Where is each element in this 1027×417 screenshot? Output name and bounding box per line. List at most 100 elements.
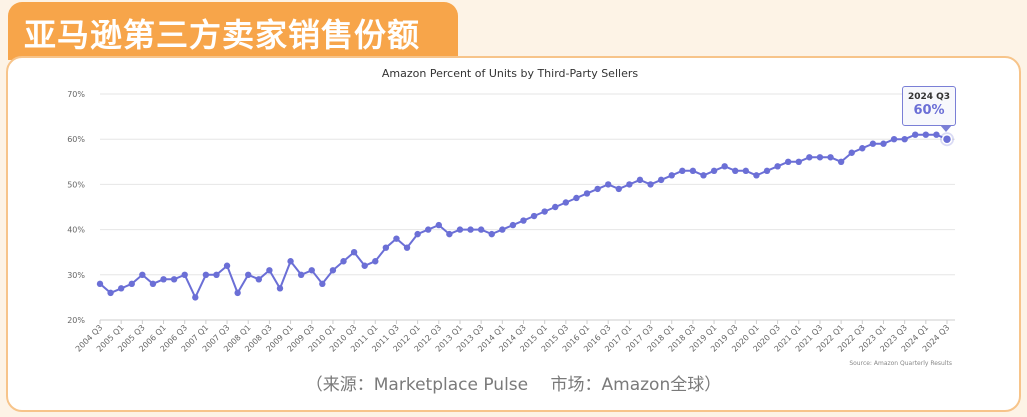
data-point[interactable] bbox=[245, 271, 252, 278]
data-point[interactable] bbox=[107, 289, 114, 297]
data-point[interactable] bbox=[96, 280, 104, 288]
data-point[interactable] bbox=[361, 262, 368, 269]
data-point[interactable] bbox=[425, 226, 432, 233]
data-point[interactable] bbox=[509, 221, 517, 229]
data-point[interactable] bbox=[297, 271, 305, 278]
data-point[interactable] bbox=[181, 271, 188, 278]
data-point[interactable] bbox=[340, 258, 347, 265]
data-point[interactable] bbox=[605, 181, 612, 188]
data-point[interactable] bbox=[594, 185, 601, 193]
data-points bbox=[96, 131, 954, 301]
data-point[interactable] bbox=[795, 158, 802, 165]
data-point[interactable] bbox=[848, 149, 855, 156]
data-point[interactable] bbox=[520, 217, 527, 224]
data-point[interactable] bbox=[721, 163, 728, 170]
tooltip-label: 2024 Q3 bbox=[907, 92, 951, 102]
y-tick-label: 30% bbox=[67, 271, 85, 280]
data-point[interactable] bbox=[922, 131, 930, 138]
data-point[interactable] bbox=[456, 226, 464, 233]
data-point[interactable] bbox=[319, 280, 326, 288]
header-tab: 亚马逊第三方卖家销售份额 bbox=[8, 2, 458, 60]
source-note: Source: Amazon Quarterly Results bbox=[849, 360, 952, 367]
data-point[interactable] bbox=[403, 244, 411, 251]
data-point[interactable] bbox=[784, 158, 792, 165]
data-point[interactable] bbox=[149, 280, 157, 288]
data-point[interactable] bbox=[689, 167, 697, 175]
data-point[interactable] bbox=[668, 172, 675, 179]
data-point[interactable] bbox=[816, 154, 824, 161]
data-point[interactable] bbox=[117, 285, 125, 292]
data-point[interactable] bbox=[213, 271, 220, 278]
y-tick-label: 20% bbox=[67, 316, 85, 325]
data-point[interactable] bbox=[869, 140, 877, 147]
data-point[interactable] bbox=[139, 271, 146, 278]
data-point[interactable] bbox=[223, 262, 231, 269]
data-point[interactable] bbox=[679, 167, 686, 175]
data-point[interactable] bbox=[488, 230, 495, 238]
data-point[interactable] bbox=[467, 226, 474, 233]
tooltip-value: 60% bbox=[913, 103, 945, 118]
data-point[interactable] bbox=[234, 289, 241, 297]
data-point[interactable] bbox=[827, 154, 834, 161]
data-point[interactable] bbox=[170, 276, 178, 283]
data-point[interactable] bbox=[890, 136, 898, 143]
data-point[interactable] bbox=[255, 276, 263, 283]
grid-lines bbox=[100, 93, 955, 321]
page-title: 亚马逊第三方卖家销售份额 bbox=[24, 16, 421, 54]
data-point[interactable] bbox=[806, 154, 813, 161]
data-point[interactable] bbox=[446, 230, 453, 238]
y-tick-label: 50% bbox=[67, 180, 85, 189]
data-point[interactable] bbox=[308, 267, 315, 274]
data-point[interactable] bbox=[499, 226, 506, 233]
data-point[interactable] bbox=[583, 190, 591, 197]
data-point[interactable] bbox=[562, 199, 570, 206]
data-point[interactable] bbox=[647, 181, 654, 188]
data-point[interactable] bbox=[329, 267, 337, 274]
data-point[interactable] bbox=[435, 221, 442, 229]
data-point[interactable] bbox=[626, 181, 633, 188]
data-point[interactable] bbox=[287, 258, 294, 265]
data-point[interactable] bbox=[732, 167, 739, 175]
data-point[interactable] bbox=[160, 276, 167, 283]
data-point[interactable] bbox=[530, 212, 538, 220]
hover-tooltip: 2024 Q3 60% bbox=[902, 86, 956, 126]
data-point[interactable] bbox=[372, 258, 379, 265]
data-point[interactable] bbox=[657, 176, 665, 184]
data-point[interactable] bbox=[700, 172, 707, 179]
data-point[interactable] bbox=[192, 294, 199, 301]
y-tick-label: 40% bbox=[67, 226, 85, 235]
data-point[interactable] bbox=[615, 185, 622, 193]
data-point[interactable] bbox=[753, 172, 760, 179]
data-point[interactable] bbox=[573, 194, 580, 202]
source-caption: （来源：Marketplace Pulse 市场：Amazon全球） bbox=[305, 375, 722, 395]
data-point[interactable] bbox=[266, 267, 273, 274]
data-point[interactable] bbox=[880, 140, 887, 147]
data-point[interactable] bbox=[382, 244, 390, 251]
data-point[interactable] bbox=[276, 285, 284, 292]
data-point[interactable] bbox=[742, 167, 750, 175]
data-point[interactable] bbox=[350, 249, 358, 256]
data-point[interactable] bbox=[933, 131, 940, 138]
y-axis-ticks: 20% 30% 40% 50% 60% 70% bbox=[67, 90, 85, 325]
data-point[interactable] bbox=[202, 271, 210, 278]
data-point[interactable] bbox=[477, 226, 485, 233]
data-point[interactable] bbox=[414, 230, 421, 238]
chart-card bbox=[6, 56, 1021, 412]
chart-title: Amazon Percent of Units by Third-Party S… bbox=[382, 67, 638, 80]
data-point[interactable] bbox=[710, 167, 718, 175]
data-point[interactable] bbox=[837, 158, 845, 165]
data-point[interactable] bbox=[552, 203, 559, 211]
data-point[interactable] bbox=[393, 235, 400, 242]
data-point[interactable] bbox=[859, 145, 866, 152]
data-point-highlighted[interactable] bbox=[941, 133, 953, 145]
data-point[interactable] bbox=[636, 176, 644, 184]
data-point[interactable] bbox=[541, 208, 548, 215]
tooltip-arrow bbox=[940, 125, 952, 132]
data-point[interactable] bbox=[763, 167, 771, 175]
data-point[interactable] bbox=[901, 136, 908, 143]
data-point[interactable] bbox=[912, 131, 919, 138]
data-point[interactable] bbox=[128, 280, 135, 288]
data-point[interactable] bbox=[774, 163, 781, 170]
